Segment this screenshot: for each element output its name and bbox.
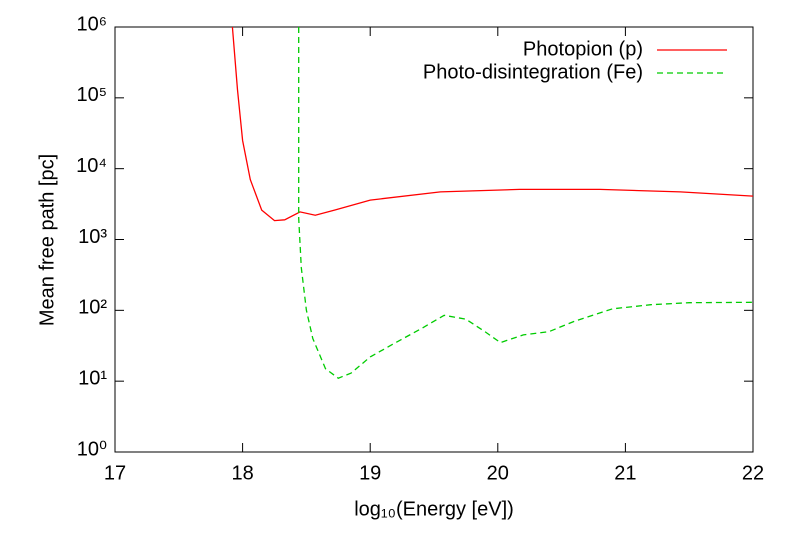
y-tick-label: 10² (78, 297, 107, 319)
x-tick-label: 17 (104, 462, 126, 484)
y-tick-label: 10⁶ (77, 13, 107, 35)
series-line (298, 27, 753, 379)
y-tick-label: 10¹ (78, 367, 107, 389)
series-line (231, 27, 753, 222)
y-tick-label: 10⁰ (77, 438, 107, 460)
y-tick-label: 10⁵ (76, 84, 107, 106)
y-tick-label: 10³ (78, 226, 107, 248)
x-tick-label: 20 (487, 462, 509, 484)
x-tick-label: 18 (231, 462, 253, 484)
legend-label: Photo-disintegration (Fe) (423, 61, 643, 83)
plot-frame (114, 26, 754, 453)
y-tick-label: 10⁴ (76, 155, 107, 177)
x-tick-label: 22 (742, 462, 764, 484)
y-axis-label: Mean free path [pc] (36, 154, 58, 326)
x-axis-label: log₁₀(Energy [eV]) (354, 498, 514, 520)
legend-label: Photopion (p) (523, 38, 643, 60)
x-tick-label: 19 (359, 462, 381, 484)
x-tick-label: 21 (614, 462, 636, 484)
